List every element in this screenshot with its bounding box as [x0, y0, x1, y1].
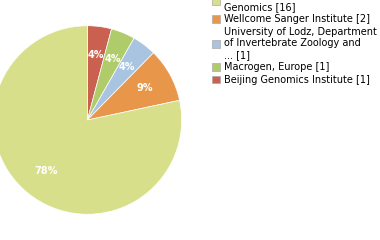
Wedge shape	[87, 38, 154, 120]
Wedge shape	[87, 26, 112, 120]
Text: 4%: 4%	[104, 54, 120, 64]
Text: 78%: 78%	[34, 166, 58, 176]
Legend: Centre for Biodiversity
Genomics [16], Wellcome Sanger Institute [2], University: Centre for Biodiversity Genomics [16], W…	[210, 0, 378, 87]
Text: 4%: 4%	[88, 50, 104, 60]
Text: 4%: 4%	[119, 62, 135, 72]
Wedge shape	[87, 53, 180, 120]
Wedge shape	[87, 29, 134, 120]
Text: 9%: 9%	[137, 83, 154, 93]
Wedge shape	[0, 26, 182, 214]
